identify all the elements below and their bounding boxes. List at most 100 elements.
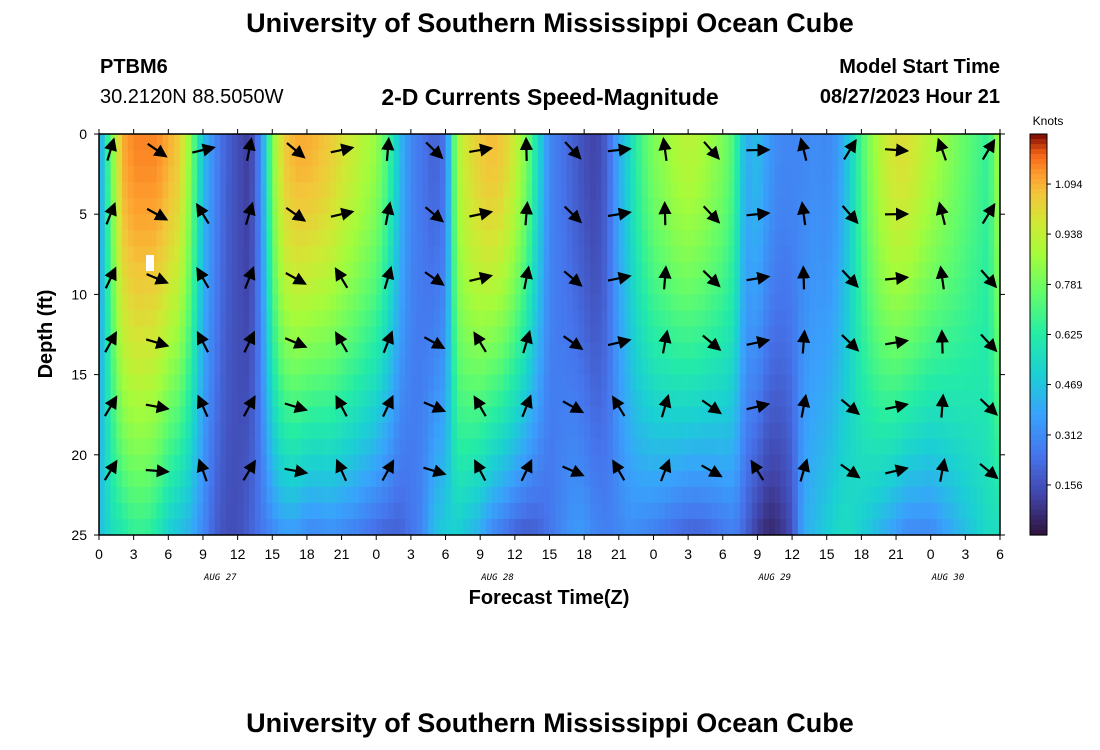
heatmap-cell [260, 182, 268, 199]
heatmap-cell [589, 246, 597, 263]
heatmap-cell [532, 422, 539, 440]
heatmap-cell [237, 374, 244, 392]
heatmap-cell [647, 182, 655, 199]
heatmap-cell [532, 438, 539, 456]
heatmap-cell [832, 326, 839, 344]
heatmap-cell [890, 230, 897, 247]
heatmap-cell [936, 310, 943, 328]
heatmap-cell [335, 310, 343, 328]
heatmap-cell [913, 166, 920, 183]
heatmap-cell [705, 406, 712, 424]
colorbar-swatch [1030, 474, 1047, 481]
heatmap-cell [341, 502, 348, 520]
heatmap-cell [428, 486, 435, 504]
heatmap-cell [457, 518, 464, 535]
heatmap-cell [849, 422, 857, 440]
heatmap-cell [665, 374, 672, 392]
heatmap-cell [393, 198, 400, 215]
heatmap-cell [792, 486, 799, 504]
heatmap-cell [618, 262, 626, 279]
heatmap-cell [405, 454, 412, 472]
heatmap-cell [133, 134, 141, 151]
heatmap-cell [728, 230, 735, 247]
heatmap-cell [699, 278, 707, 295]
heatmap-cell [283, 294, 291, 312]
heatmap-cell [179, 182, 187, 199]
heatmap-cell [514, 230, 522, 247]
heatmap-cell [393, 182, 400, 199]
heatmap-cell [624, 262, 631, 279]
heatmap-cell [867, 294, 874, 312]
heatmap-cell [301, 214, 308, 231]
heatmap-cell [832, 214, 839, 231]
heatmap-cell [584, 486, 591, 504]
heatmap-cell [306, 262, 314, 279]
heatmap-cell [815, 358, 822, 376]
heatmap-cell [347, 358, 354, 376]
heatmap-cell [318, 326, 325, 344]
heatmap-cell [341, 486, 348, 504]
heatmap-cell [948, 326, 955, 344]
heatmap-cell [249, 406, 256, 424]
heatmap-cell [497, 182, 504, 199]
heatmap-cell [283, 518, 291, 535]
heatmap-cell [185, 198, 193, 215]
heatmap-cell [405, 134, 412, 151]
heatmap-cell [231, 150, 239, 167]
heatmap-cell [537, 182, 545, 199]
heatmap-cell [549, 150, 556, 167]
heatmap-cell [289, 438, 296, 456]
heatmap-cell [994, 390, 1000, 408]
heatmap-cell [942, 294, 949, 312]
heatmap-cell [815, 438, 822, 456]
heatmap-cell [965, 166, 972, 183]
heatmap-cell [763, 470, 770, 488]
heatmap-cell [803, 422, 811, 440]
heatmap-cell [249, 438, 256, 456]
heatmap-cell [278, 358, 285, 376]
heatmap-cell [613, 486, 620, 504]
heatmap-cell [532, 342, 539, 360]
heatmap-cell [589, 518, 597, 535]
heatmap-cell [428, 374, 435, 392]
heatmap-cell [301, 326, 308, 344]
heatmap-cell [514, 326, 522, 344]
heatmap-cell [399, 166, 406, 183]
heatmap-cell [636, 486, 643, 504]
colorbar-swatch [1030, 299, 1047, 306]
heatmap-cell [751, 166, 759, 183]
heatmap-cell [231, 294, 239, 312]
heatmap-cell [872, 150, 880, 167]
heatmap-cell [601, 310, 608, 328]
heatmap-cell [491, 454, 499, 472]
heatmap-cell [855, 518, 862, 535]
heatmap-cell [289, 262, 296, 279]
heatmap-cell [156, 374, 164, 392]
heatmap-cell [653, 422, 660, 440]
heatmap-cell [208, 374, 216, 392]
heatmap-cell [561, 166, 568, 183]
heatmap-cell [855, 246, 862, 263]
heatmap-cell [133, 390, 141, 408]
heatmap-cell [670, 454, 678, 472]
heatmap-cell [249, 294, 256, 312]
heatmap-cell [272, 326, 279, 344]
heatmap-cell [422, 502, 429, 520]
heatmap-cell [382, 406, 389, 424]
heatmap-cell [838, 230, 845, 247]
heatmap-cell [509, 230, 516, 247]
heatmap-cell [734, 326, 741, 344]
heatmap-cell [445, 470, 452, 488]
heatmap-cell [266, 214, 273, 231]
heatmap-cell [936, 214, 943, 231]
heatmap-cell [485, 278, 493, 295]
heatmap-cell [584, 182, 591, 199]
heatmap-cell [220, 374, 227, 392]
heatmap-cell [872, 198, 880, 215]
heatmap-cell [809, 150, 816, 167]
heatmap-cell [613, 214, 620, 231]
heatmap-cell [676, 390, 683, 408]
heatmap-cell [809, 182, 816, 199]
heatmap-cell [543, 438, 551, 456]
heatmap-cell [509, 342, 516, 360]
